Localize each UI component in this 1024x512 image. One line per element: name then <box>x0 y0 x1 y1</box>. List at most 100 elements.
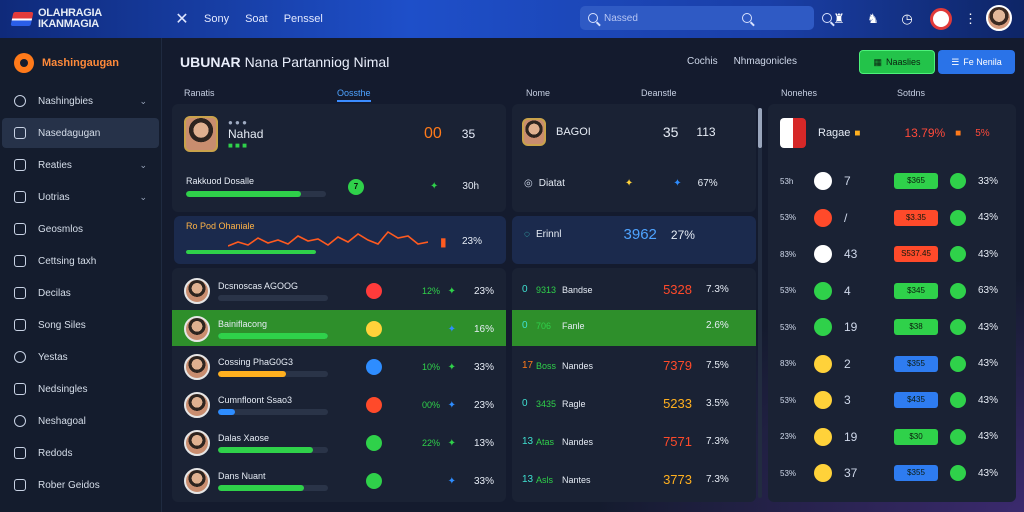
col1-progress-row[interactable]: Rakkuod Dosalle 7 ✦ 30h <box>186 176 496 197</box>
row-name: Nantes <box>562 474 591 485</box>
search-filter-icon[interactable] <box>822 13 832 23</box>
col3-head-2[interactable]: Sotdns <box>897 88 926 98</box>
table-row[interactable]: 53% / $3.35 43% <box>780 208 1010 227</box>
close-icon[interactable]: ✕ <box>175 11 189 28</box>
sidebar-brand[interactable]: Mashingaugan <box>0 52 161 74</box>
top-link-3[interactable]: Penssel <box>283 13 323 25</box>
col3-top-box-icon: ■ <box>955 127 962 139</box>
row-id: 0 <box>522 398 528 409</box>
trophy-icon[interactable]: ♜ <box>833 11 845 26</box>
row-code: 53% <box>780 395 797 405</box>
col2-head-1[interactable]: Nome <box>526 88 551 98</box>
row-code: 83% <box>780 359 797 368</box>
player-bar <box>218 371 328 377</box>
col2-third-row[interactable]: ◌ Erinnl 3962 27% <box>524 226 754 243</box>
table-row[interactable]: 13 Atas Nandes 7571 7.3% <box>522 434 752 449</box>
table-row[interactable]: 83% 43 S537.45 43% <box>780 245 1010 263</box>
col2-head-2[interactable]: Deanstle <box>641 88 677 98</box>
sidebar-item[interactable]: Nasedagugan <box>2 118 159 148</box>
row-pct: 43% <box>978 248 999 260</box>
blue-action-button[interactable]: ☰ Fe Nenila <box>938 50 1015 74</box>
progress-bar <box>186 191 326 197</box>
table-row[interactable]: 13 Asls Nantes 3773 7.3% <box>522 472 752 487</box>
table-row[interactable]: 17 Boss Nandes 7379 7.5% <box>522 358 752 373</box>
table-row[interactable]: 83% 2 $355 43% <box>780 354 1010 373</box>
col3-top-row[interactable]: Ragae ■ 13.79% ■ 5% <box>780 118 1010 148</box>
col1-head-1[interactable]: Ranatis <box>184 88 215 98</box>
player-v2: 23% <box>473 399 494 411</box>
col2-top-panel <box>512 104 756 212</box>
table-row[interactable]: 53% 19 $38 43% <box>780 318 1010 336</box>
row-pct: 33% <box>978 175 999 187</box>
table-row[interactable]: 0 3435 Ragle 5233 3.5% <box>522 396 752 411</box>
row-pct: 3.5% <box>706 398 729 409</box>
table-row[interactable]: Dans Nuant ✦ 33% <box>184 468 494 494</box>
table-row[interactable]: Dalas Xaose 22% ✦ 13% <box>184 430 494 456</box>
sidebar-item[interactable]: Reaties ⌄ <box>0 150 161 180</box>
sidebar-item[interactable]: Song Siles <box>0 310 161 340</box>
col1-head-2[interactable]: Oossthe <box>337 88 371 102</box>
notification-icon[interactable]: ♞ <box>867 11 879 26</box>
row-n: 3 <box>844 393 851 407</box>
app-logo[interactable]: OLAHRAGIA IKANMAGIA <box>0 8 160 30</box>
col3-head-1[interactable]: Nonehes <box>781 88 818 98</box>
table-row[interactable]: Dcsnoscas AGOOG 12% ✦ 23% <box>184 278 494 304</box>
sidebar-item[interactable]: Decilas <box>0 278 161 308</box>
team-name: BAGOI <box>556 126 591 138</box>
price-chip: $30 <box>894 428 938 445</box>
sparkline-bar <box>186 250 316 254</box>
row-name: Nandes <box>562 436 594 447</box>
player-avatar <box>184 278 210 304</box>
team-badge-icon[interactable] <box>930 8 952 30</box>
chevron-down-icon: ⌄ <box>139 191 147 202</box>
sidebar-item[interactable]: Nedsingles <box>0 374 161 404</box>
table-row[interactable]: Bainiflacong ✦ 16% <box>184 316 494 342</box>
header-link-1[interactable]: Cochis <box>687 56 718 67</box>
clock-icon[interactable]: ◷ <box>901 11 913 26</box>
search-input[interactable] <box>604 12 736 24</box>
table-row[interactable]: Cumnfloont Ssao3 00% ✦ 23% <box>184 392 494 418</box>
table-row[interactable]: 0 9313 Bandse 5328 7.3% <box>522 282 752 297</box>
row-highlight <box>512 310 756 346</box>
brand-icon <box>14 53 34 73</box>
sidebar-item[interactable]: Geosmlos <box>0 214 161 244</box>
table-row[interactable]: 23% 19 $30 43% <box>780 427 1010 446</box>
search-submit-icon[interactable] <box>742 13 752 23</box>
row-value: 7379 <box>663 358 692 373</box>
player-avatar <box>184 316 210 342</box>
header-link-2[interactable]: Nhmagonicles <box>733 56 797 67</box>
table-row[interactable]: 53h 7 $365 33% <box>780 172 1010 190</box>
sidebar-item[interactable]: Cettsing taxh <box>0 246 161 276</box>
top-link-2[interactable]: Soat <box>245 13 268 25</box>
club-shield-icon <box>780 118 806 148</box>
sidebar-item-icon <box>14 223 26 235</box>
col1-top-row[interactable]: ● ● ● Nahad ■ ■ ■ 00 35 <box>184 116 494 152</box>
user-avatar[interactable] <box>986 5 1012 31</box>
scrollbar-thumb[interactable] <box>758 108 762 148</box>
sidebar-item[interactable]: Neshagoal <box>0 406 161 436</box>
sidebar-item[interactable]: Rober Geidos <box>0 470 161 500</box>
row-value: 7571 <box>663 434 692 449</box>
sidebar-item-icon <box>14 383 26 395</box>
scrollbar-track[interactable] <box>758 108 762 498</box>
player-icon <box>814 318 832 336</box>
table-row[interactable]: 53% 3 $435 43% <box>780 391 1010 409</box>
table-row[interactable]: Cossing PhaG0G3 10% ✦ 33% <box>184 354 494 380</box>
col2-top-row[interactable]: BAGOI 35 113 <box>522 118 752 146</box>
status-badge <box>950 355 966 372</box>
col2-second-row[interactable]: ◎ Diatat ✦ ✦ 67% <box>524 178 754 189</box>
sidebar-item[interactable]: Redods <box>0 438 161 468</box>
green-action-button[interactable]: ▦ Naaslies <box>859 50 935 74</box>
table-row[interactable]: 53% 37 $355 43% <box>780 464 1010 482</box>
sidebar-item[interactable]: Uotrias ⌄ <box>0 182 161 212</box>
sparkline-row[interactable]: Ro Pod Ohaniale <box>186 221 496 231</box>
sidebar-item[interactable]: Yestas <box>0 342 161 372</box>
row-n: 7 <box>844 174 851 188</box>
sidebar-item[interactable]: Nashingbies ⌄ <box>0 86 161 116</box>
table-row[interactable]: 53% 4 $345 63% <box>780 281 1010 300</box>
table-row[interactable]: 0 706 Fanle 2.6% <box>522 320 752 331</box>
more-icon[interactable]: ⋮ <box>964 11 977 26</box>
sidebar-list: Nashingbies ⌄ Nasedagugan Reaties ⌄ Uotrias ⌄ G… <box>0 86 161 500</box>
top-link-1[interactable]: Sony <box>204 13 230 25</box>
